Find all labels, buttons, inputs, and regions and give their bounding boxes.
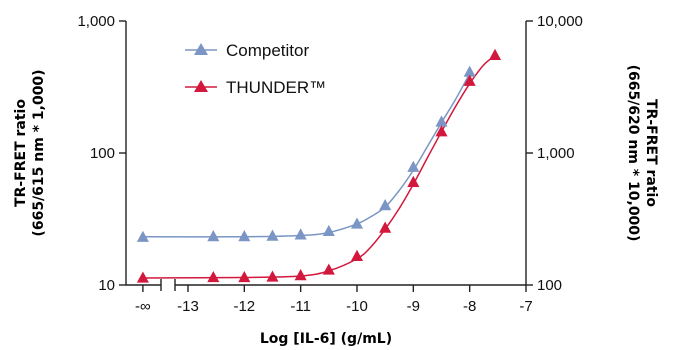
fit-curve-competitor <box>142 73 471 238</box>
data-point-thunder <box>379 221 392 233</box>
legend-label-competitor: Competitor <box>226 41 309 60</box>
data-point-thunder <box>136 271 149 283</box>
right-y-axis-label-line2: (665/620 nm * 10,000) <box>625 65 641 242</box>
x-tick-label: -13 <box>177 298 199 315</box>
data-point-thunder <box>207 270 220 283</box>
legend-marker-thunder <box>194 80 208 92</box>
data-point-thunder <box>294 269 307 281</box>
data-point-competitor <box>322 224 335 237</box>
legend: Competitor THUNDER™ <box>185 41 326 97</box>
x-tick-label: -∞ <box>135 298 151 315</box>
data-point-competitor <box>266 229 279 241</box>
x-tick-label: -9 <box>407 298 420 315</box>
right-y-axis-label-line1: TR-FRET ratio <box>643 99 659 207</box>
data-point-competitor <box>463 65 476 77</box>
left-y-tick-label: 1,000 <box>77 13 115 30</box>
right-y-tick-label: 100 <box>537 277 562 294</box>
data-point-thunder <box>407 175 420 187</box>
data-point-competitor <box>435 115 448 127</box>
right-y-tick-label: 1,000 <box>537 145 575 162</box>
data-point-competitor <box>407 160 420 172</box>
x-axis-label: Log [IL-6] (g/mL) <box>260 331 392 347</box>
data-point-competitor <box>207 230 220 242</box>
left-y-tick-label: 10 <box>98 277 115 294</box>
left-y-tick-label: 100 <box>90 145 115 162</box>
x-tick-label: -12 <box>233 298 255 315</box>
data-point-thunder <box>266 270 279 282</box>
data-point-thunder <box>350 249 364 261</box>
legend-marker-competitor <box>194 43 208 55</box>
x-tick-label: -8 <box>463 298 476 315</box>
data-point-thunder <box>463 74 476 86</box>
data-point-competitor <box>294 228 307 240</box>
x-tick-label: -11 <box>290 298 311 315</box>
data-point-competitor <box>238 230 251 242</box>
data-point-thunder <box>238 270 251 283</box>
data-point-competitor <box>350 217 364 229</box>
data-point-thunder <box>435 125 448 137</box>
legend-label-thunder: THUNDER™ <box>226 78 326 97</box>
left-y-axis-label-line2: (665/615 nm * 1,000) <box>31 69 47 236</box>
right-y-tick-label: 10,000 <box>537 13 583 30</box>
axes <box>125 21 527 291</box>
x-tick-label: -7 <box>519 298 532 315</box>
left-y-axis-label-line1: TR-FRET ratio <box>13 99 29 207</box>
data-point-competitor <box>379 199 392 211</box>
data-point-thunder <box>488 48 502 60</box>
x-tick-label: -10 <box>346 298 368 315</box>
data-point-competitor <box>136 230 149 242</box>
data-point-thunder <box>322 263 335 275</box>
